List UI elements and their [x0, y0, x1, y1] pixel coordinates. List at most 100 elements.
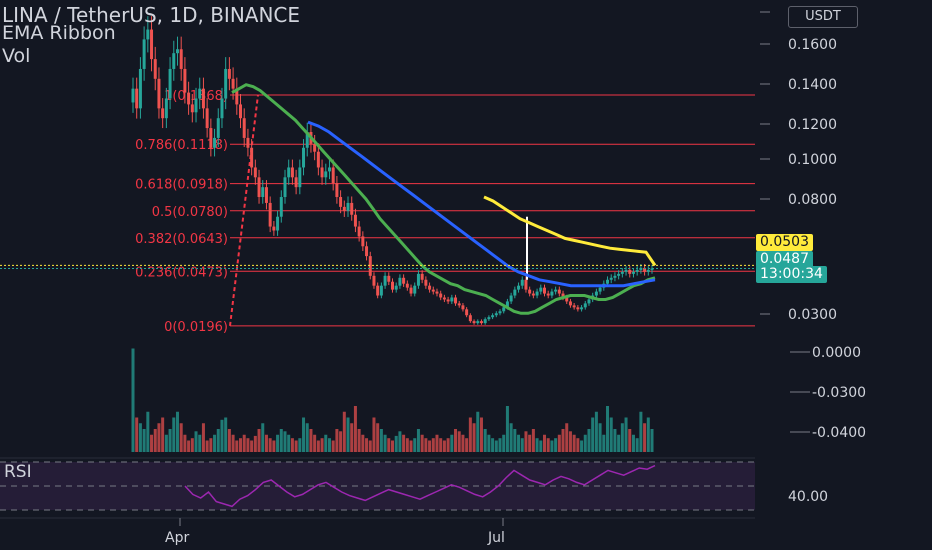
candle-body — [650, 268, 654, 270]
volume-bar — [242, 434, 246, 452]
candle-body — [131, 88, 135, 103]
volume-bar — [643, 423, 647, 452]
volume-bar — [405, 438, 409, 452]
volume-tick-label: -0.0300 — [812, 385, 866, 401]
candle-body — [561, 293, 565, 298]
volume-bar — [372, 417, 376, 452]
volume-bar — [187, 440, 191, 452]
volume-bar — [402, 434, 406, 452]
volume-bar — [201, 423, 205, 452]
candle-body — [224, 68, 228, 99]
currency-button[interactable]: USDT — [788, 6, 858, 28]
volume-bar — [613, 429, 617, 452]
candle-body — [187, 92, 191, 105]
volume-bar — [576, 438, 580, 452]
candle-body — [479, 321, 483, 324]
rsi-line — [184, 464, 656, 508]
ema-blue-line — [307, 120, 656, 288]
volume-bar — [587, 429, 591, 452]
volume-bar — [153, 429, 157, 452]
volume-bar — [272, 440, 276, 452]
candle-body — [428, 285, 432, 290]
volume-bar — [194, 431, 198, 452]
volume-bar — [264, 434, 268, 452]
volume-bar — [394, 435, 398, 452]
volume-bar — [227, 429, 231, 452]
volume-bar — [157, 423, 161, 452]
candle-body — [239, 104, 243, 119]
candle-body — [305, 132, 309, 148]
candle-body — [302, 147, 306, 168]
volume-bar — [517, 434, 521, 452]
candle-body — [505, 301, 509, 308]
candle-body — [465, 309, 469, 316]
candle-body — [142, 39, 146, 69]
volume-bar — [435, 434, 439, 452]
volume-bar — [383, 434, 387, 452]
candle-body — [161, 108, 165, 119]
candle-body — [179, 49, 183, 69]
volume-bar — [472, 423, 476, 452]
ema-ribbon-legend[interactable]: EMA Ribbon — [2, 22, 116, 44]
candle-body — [376, 285, 380, 296]
candle-body — [520, 279, 524, 286]
volume-bar — [628, 429, 632, 452]
volume-bar — [483, 429, 487, 452]
vol-legend[interactable]: Vol — [2, 45, 31, 67]
candle-body — [383, 275, 387, 286]
candle-body — [268, 202, 272, 227]
candle-body — [198, 88, 202, 99]
volume-bar — [302, 417, 306, 452]
volume-bar — [357, 429, 361, 452]
volume-bar — [531, 429, 535, 452]
candle-body — [353, 214, 357, 227]
candle-body — [420, 273, 424, 280]
volume-bar — [461, 434, 465, 452]
time-tick-label: Jul — [487, 530, 505, 546]
candle-body — [175, 49, 179, 54]
volume-bar — [554, 438, 558, 452]
candle-body — [283, 177, 287, 198]
volume-bar — [602, 434, 606, 452]
candle-body — [405, 283, 409, 288]
candle-body — [342, 206, 346, 211]
candlesticks — [131, 16, 654, 325]
candle-body — [565, 297, 569, 302]
candle-body — [557, 289, 561, 294]
candle-body — [320, 167, 324, 178]
volume-bar — [298, 438, 302, 452]
volume-bar — [535, 438, 539, 452]
volume-bar — [583, 434, 587, 452]
volume-bar — [138, 423, 142, 452]
price-tick-label: 0.1200 — [788, 117, 837, 133]
volume-bar — [424, 438, 428, 452]
candle-body — [335, 183, 339, 198]
volume-bar — [146, 411, 150, 452]
candle-body — [635, 269, 639, 272]
candle-body — [261, 187, 265, 198]
candle-body — [153, 59, 157, 79]
volume-bar — [268, 438, 272, 452]
candle-body — [498, 311, 502, 314]
volume-bar — [198, 434, 202, 452]
volume-bar — [442, 440, 446, 452]
price-tick-label: 0.1000 — [788, 152, 837, 168]
volume-bar — [498, 438, 502, 452]
fib-level-label: 0.5(0.0780) — [152, 205, 228, 220]
volume-bar — [609, 417, 613, 452]
volume-bar — [594, 411, 598, 452]
volume-bar — [580, 440, 584, 452]
volume-bar — [239, 438, 243, 452]
volume-bar — [250, 440, 254, 452]
volume-bar — [646, 417, 650, 452]
candle-body — [294, 177, 298, 188]
candle-body — [609, 277, 613, 280]
candle-body — [531, 293, 535, 296]
volume-bar — [283, 431, 287, 452]
candle-body — [379, 285, 383, 296]
candle-body — [250, 147, 254, 168]
volume-tick-label: -0.0400 — [812, 425, 866, 441]
candle-body — [446, 299, 450, 302]
candle-body — [487, 317, 491, 320]
